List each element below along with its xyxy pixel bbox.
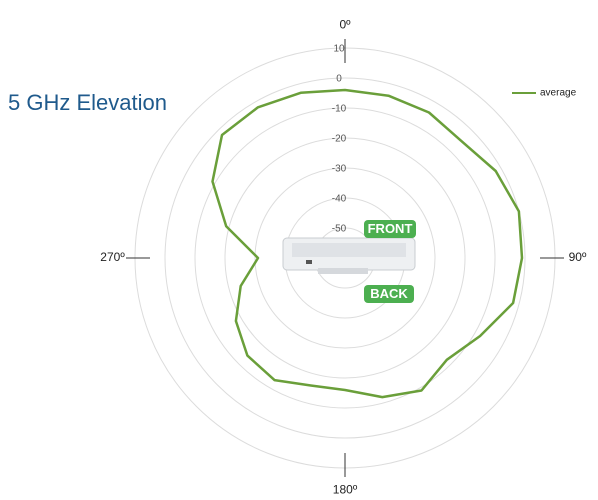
- r-tick-label: 0: [336, 74, 342, 85]
- angle-tick-label: 90º: [569, 250, 587, 264]
- legend-label: average: [540, 88, 577, 99]
- front-badge: [364, 220, 416, 238]
- r-tick-label: -10: [332, 104, 347, 115]
- angle-tick-label: 0º: [339, 18, 351, 32]
- grid-ring: [224, 137, 466, 379]
- front-label: FRONT: [368, 221, 413, 236]
- r-tick-label: -40: [332, 194, 347, 205]
- grid-ring: [164, 77, 526, 439]
- series-line: [211, 88, 524, 399]
- r-tick-label: -30: [332, 164, 347, 175]
- r-tick-label: -50: [332, 224, 347, 235]
- angle-tick-label: 270º: [100, 250, 125, 264]
- back-label: BACK: [370, 286, 408, 301]
- angle-tick-label: 180º: [333, 483, 358, 495]
- chart-title: 5 GHz Elevation: [8, 90, 167, 115]
- r-tick-label: 10: [333, 44, 345, 55]
- back-badge: [364, 285, 414, 303]
- grid-ring: [254, 167, 436, 349]
- grid-ring: [194, 107, 496, 409]
- r-tick-label: -20: [332, 134, 347, 145]
- device: [282, 237, 416, 274]
